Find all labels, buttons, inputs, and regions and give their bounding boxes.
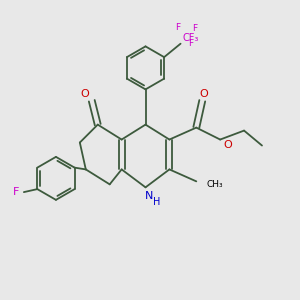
Text: O: O [81,89,90,99]
Text: O: O [223,140,232,150]
Text: CF₃: CF₃ [182,33,198,43]
Text: CH₃: CH₃ [207,180,224,189]
Text: F: F [13,187,20,197]
Text: N: N [145,191,153,201]
Text: F: F [176,23,181,32]
Text: H: H [153,197,161,207]
Text: F: F [188,39,194,48]
Text: F: F [192,24,197,33]
Text: O: O [200,89,208,99]
